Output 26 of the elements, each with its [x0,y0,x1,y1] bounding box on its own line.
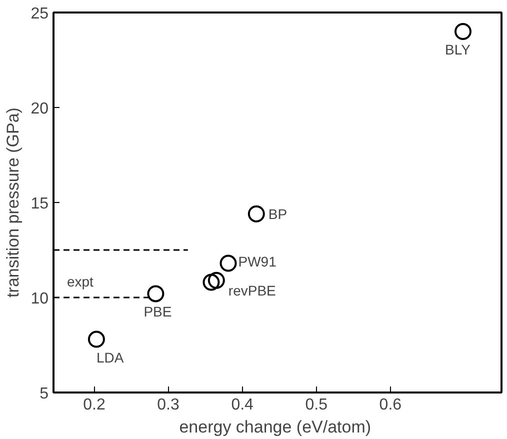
point [88,330,105,348]
y-tick-label: 25 [30,6,49,22]
point [248,205,265,222]
y-tick-label: 10 [30,290,49,308]
y-tick-label: 5 [40,386,49,402]
ref-line-label: expt [66,274,94,290]
x-tick-label: 0.4 [231,396,254,414]
annotation: PW91 [238,253,277,270]
point [220,254,237,272]
point [208,272,225,289]
y-tick-label: 20 [30,100,49,118]
x-tick-label: 0.6 [379,396,402,414]
x-axis-title: energy change (eV/atom) [179,418,372,436]
x-tick-label: 0.2 [83,396,106,414]
y-axis-title: transition pressure (GPa) [4,108,23,298]
x-tick-label: 0.3 [157,396,180,414]
annotation: BLY [444,42,472,58]
point [202,274,220,291]
point [454,23,472,40]
annotation: revPBE [228,282,276,298]
annotation: BP [268,206,288,222]
annotation: PBE [144,304,172,320]
annotation: LDA [96,349,124,366]
y-tick-label: 15 [30,196,49,212]
point [147,285,164,302]
x-tick-label: 0.5 [305,396,328,414]
